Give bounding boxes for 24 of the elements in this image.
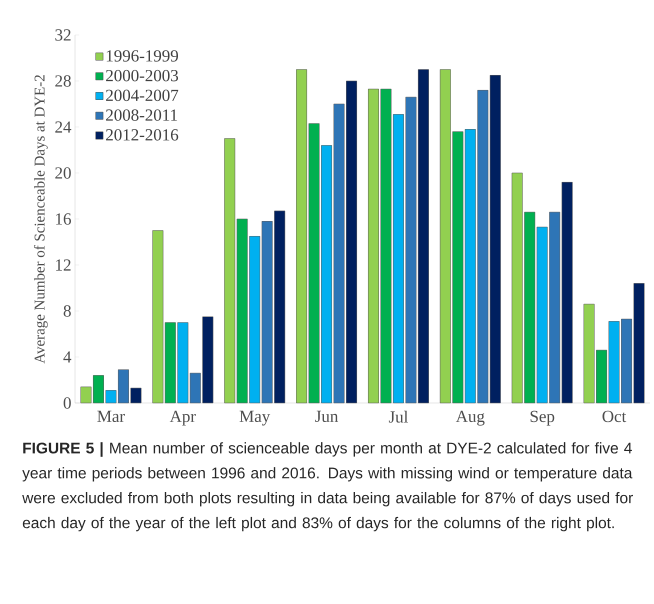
legend-label: 1996-1999	[106, 50, 178, 62]
x-tick-label: Sep	[530, 410, 554, 426]
x-tick-label: Oct	[602, 410, 626, 422]
x-tick-label: Aug	[456, 410, 485, 426]
x-tick-label: Apr	[170, 410, 196, 426]
y-tick-label: 20	[55, 167, 71, 179]
y-tick-label: 8	[64, 305, 71, 317]
x-tick-label: Jun	[315, 410, 338, 422]
y-tick-label: 0	[64, 397, 71, 409]
y-tick-label: 12	[56, 259, 71, 271]
legend-label: 2008-2011	[106, 109, 178, 121]
x-tick-label: Mar	[97, 410, 125, 422]
y-tick-label: 32	[55, 29, 71, 41]
legend-label: 2004-2007	[106, 90, 178, 102]
y-axis-title: Average Number of Scienceable Days at DYE-2	[34, 75, 48, 364]
legend-label: 2012-2016	[106, 129, 178, 141]
legend-label: 2000-2003	[106, 70, 178, 82]
text: FIGURE 5 | Mean number of scienceable days per month at DYE-2 calculated for five 4 year time periods between 1996 and 2016. Days with missing wind or temperature data were excluded from both plots resulting in data being available for 87% of days used for each day of the year of the left plot and 83% of days for the columns of the right plot.	[22, 442, 633, 532]
y-tick-label: 28	[55, 75, 71, 87]
y-tick-label: 16	[56, 213, 71, 225]
y-tick-label: 24	[55, 121, 72, 133]
y-tick-label: 4	[63, 351, 72, 363]
x-tick-label: May	[240, 410, 270, 426]
x-tick-label: Jul	[388, 410, 408, 423]
